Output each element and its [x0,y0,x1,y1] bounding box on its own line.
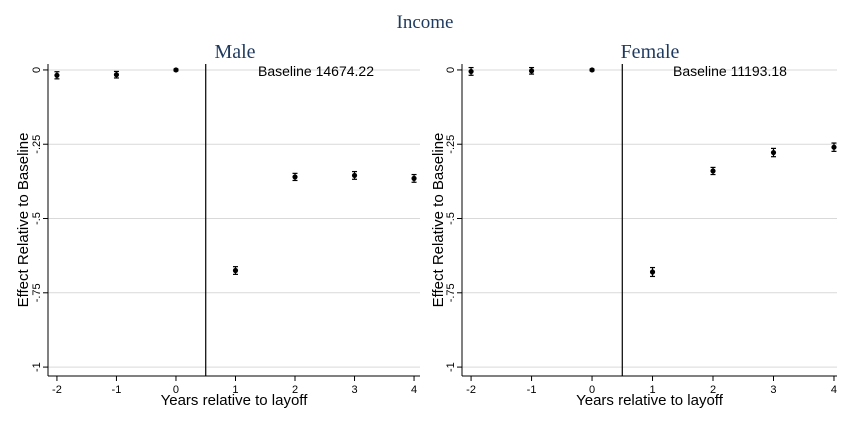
data-point [173,67,179,73]
x-tick-label: 2 [292,384,298,396]
y-tick-label: -.25 [445,135,457,154]
data-point [649,269,656,275]
x-tick-label: 3 [351,384,357,396]
baseline-annotation: Baseline 11193.18 [673,63,787,79]
y-axis-label: Effect Relative to Baseline [15,133,32,308]
x-tick-label: 0 [589,384,595,396]
y-tick-label: -1 [31,362,43,372]
y-tick-label: -.5 [445,212,457,225]
data-point [589,67,595,73]
x-tick-label: -2 [466,384,476,396]
y-tick-label: -.5 [31,212,43,225]
data-point [528,68,535,74]
data-point [831,144,837,150]
x-tick-label: -1 [112,384,122,396]
data-point [232,267,239,274]
x-tick-label: 1 [232,384,238,396]
x-tick-label: 0 [173,384,179,396]
y-tick-label: -.75 [445,283,457,302]
panel-title: Male [214,41,255,63]
y-axis-label: Effect Relative to Baseline [430,133,447,308]
y-tick-label: -.75 [31,283,43,302]
data-point [351,172,358,179]
data-point [770,149,777,156]
x-tick-label: -2 [52,384,62,396]
data-point [292,174,298,180]
x-tick-label: -1 [527,384,537,396]
x-axis-label: Years relative to layoff [576,392,724,409]
figure-title: Income [397,12,454,33]
data-point [411,175,417,181]
baseline-annotation: Baseline 14674.22 [258,63,374,79]
y-tick-label: -.25 [31,135,43,154]
data-point [468,68,474,75]
data-point [113,72,120,78]
y-tick-label: 0 [31,67,43,73]
x-tick-label: 1 [649,384,655,396]
y-tick-label: -1 [445,362,457,372]
x-tick-label: 2 [710,384,716,396]
y-tick-label: 0 [445,67,457,73]
panel-title: Female [621,41,680,63]
x-axis-label: Years relative to layoff [161,392,309,409]
x-tick-label: 4 [831,384,837,396]
x-tick-label: 4 [411,384,417,396]
data-point [54,72,60,78]
data-point [710,168,716,174]
x-tick-label: 3 [770,384,776,396]
